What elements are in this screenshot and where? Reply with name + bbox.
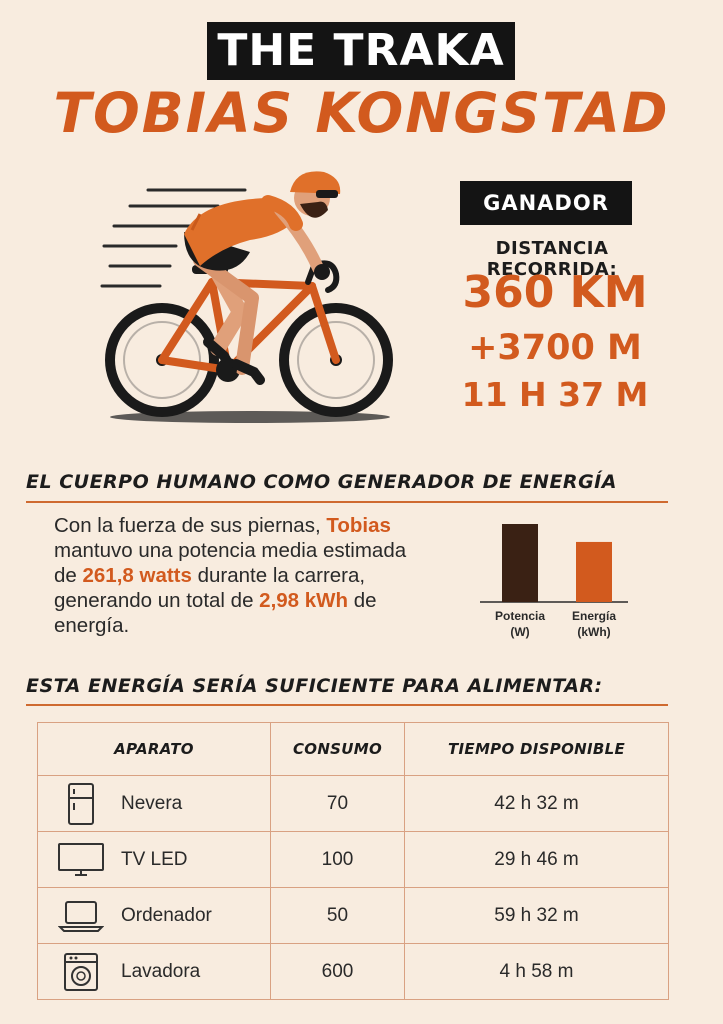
laptop-icon bbox=[53, 894, 109, 938]
para-text-3: durante la carrera, generando un total d… bbox=[54, 564, 366, 612]
consumption-cell: 100 bbox=[270, 831, 405, 888]
consumption-cell: 70 bbox=[270, 775, 405, 832]
para-text-1: Con la fuerza de sus piernas, bbox=[54, 514, 321, 537]
appliance-cell: TV LED bbox=[37, 831, 271, 888]
appliance-cell: Ordenador bbox=[37, 887, 271, 944]
fridge-icon bbox=[53, 782, 109, 826]
chart-tick-label: Energía bbox=[572, 609, 616, 623]
chart-tick-label: Potencia bbox=[495, 609, 545, 623]
consumption-cell: 600 bbox=[270, 943, 405, 1000]
appliances-table: APARATO CONSUMO TIEMPO DISPONIBLE Nevera… bbox=[37, 722, 669, 1000]
consumption-cell: 50 bbox=[270, 887, 405, 944]
energy-section-title: EL CUERPO HUMANO COMO GENERADOR DE ENERG… bbox=[26, 471, 617, 493]
table-row: Ordenador 50 59 h 32 m bbox=[37, 887, 669, 944]
para-text-2: mantuvo una potencia media estimada de bbox=[54, 539, 407, 587]
header-available-time: TIEMPO DISPONIBLE bbox=[404, 722, 669, 776]
winner-name: TOBIAS KONGSTAD bbox=[53, 81, 670, 145]
header-appliance: APARATO bbox=[37, 722, 271, 776]
table-row: Lavadora 600 4 h 58 m bbox=[37, 943, 669, 1000]
tv-icon bbox=[53, 838, 109, 882]
distance-label: DISTANCIA RECORRIDA: bbox=[486, 238, 618, 280]
elevation-value: +3700 M bbox=[468, 328, 642, 368]
appliance-name: Nevera bbox=[121, 792, 183, 814]
distance-value: 360 KM bbox=[462, 267, 648, 318]
event-title: THE TRAKA bbox=[217, 25, 505, 76]
appliance-name: Ordenador bbox=[121, 904, 212, 926]
time-cell: 29 h 46 m bbox=[404, 831, 669, 888]
energy-bar-chart: Potencia (W) Energía (kWh) bbox=[480, 524, 628, 639]
time-value: 11 H 37 M bbox=[461, 375, 649, 414]
chart-bar-energy bbox=[576, 541, 612, 602]
para-text-4: de energía. bbox=[54, 589, 377, 637]
appliances-section-title: ESTA ENERGÍA SERÍA SUFICIENTE PARA ALIME… bbox=[26, 675, 603, 697]
chart-tick-label: (kWh) bbox=[577, 625, 610, 639]
para-energy-value: 2,98 kWh bbox=[259, 589, 349, 612]
appliance-name: TV LED bbox=[121, 848, 188, 870]
energy-paragraph: Con la fuerza de sus piernas, Tobias man… bbox=[54, 513, 434, 638]
appliances-section-divider bbox=[26, 704, 668, 706]
time-cell: 42 h 32 m bbox=[404, 775, 669, 832]
winner-badge: GANADOR bbox=[460, 181, 632, 225]
energy-section-divider bbox=[26, 501, 668, 503]
chart-bar-power bbox=[502, 524, 538, 602]
para-power-value: 261,8 watts bbox=[82, 564, 192, 587]
cyclist-illustration bbox=[100, 171, 393, 423]
time-cell: 59 h 32 m bbox=[404, 887, 669, 944]
table-row: Nevera 70 42 h 32 m bbox=[37, 775, 669, 832]
para-rider-name: Tobias bbox=[326, 514, 391, 537]
appliance-cell: Nevera bbox=[37, 775, 271, 832]
chart-tick-label: (W) bbox=[510, 625, 529, 639]
time-cell: 4 h 58 m bbox=[404, 943, 669, 1000]
header-consumption: CONSUMO bbox=[270, 722, 405, 776]
title-banner bbox=[207, 22, 515, 80]
table-header-row: APARATO CONSUMO TIEMPO DISPONIBLE bbox=[37, 722, 669, 776]
appliance-cell: Lavadora bbox=[37, 943, 271, 1000]
appliance-name: Lavadora bbox=[121, 960, 201, 982]
table-row: TV LED 100 29 h 46 m bbox=[37, 831, 669, 888]
washing-machine-icon bbox=[53, 950, 109, 994]
